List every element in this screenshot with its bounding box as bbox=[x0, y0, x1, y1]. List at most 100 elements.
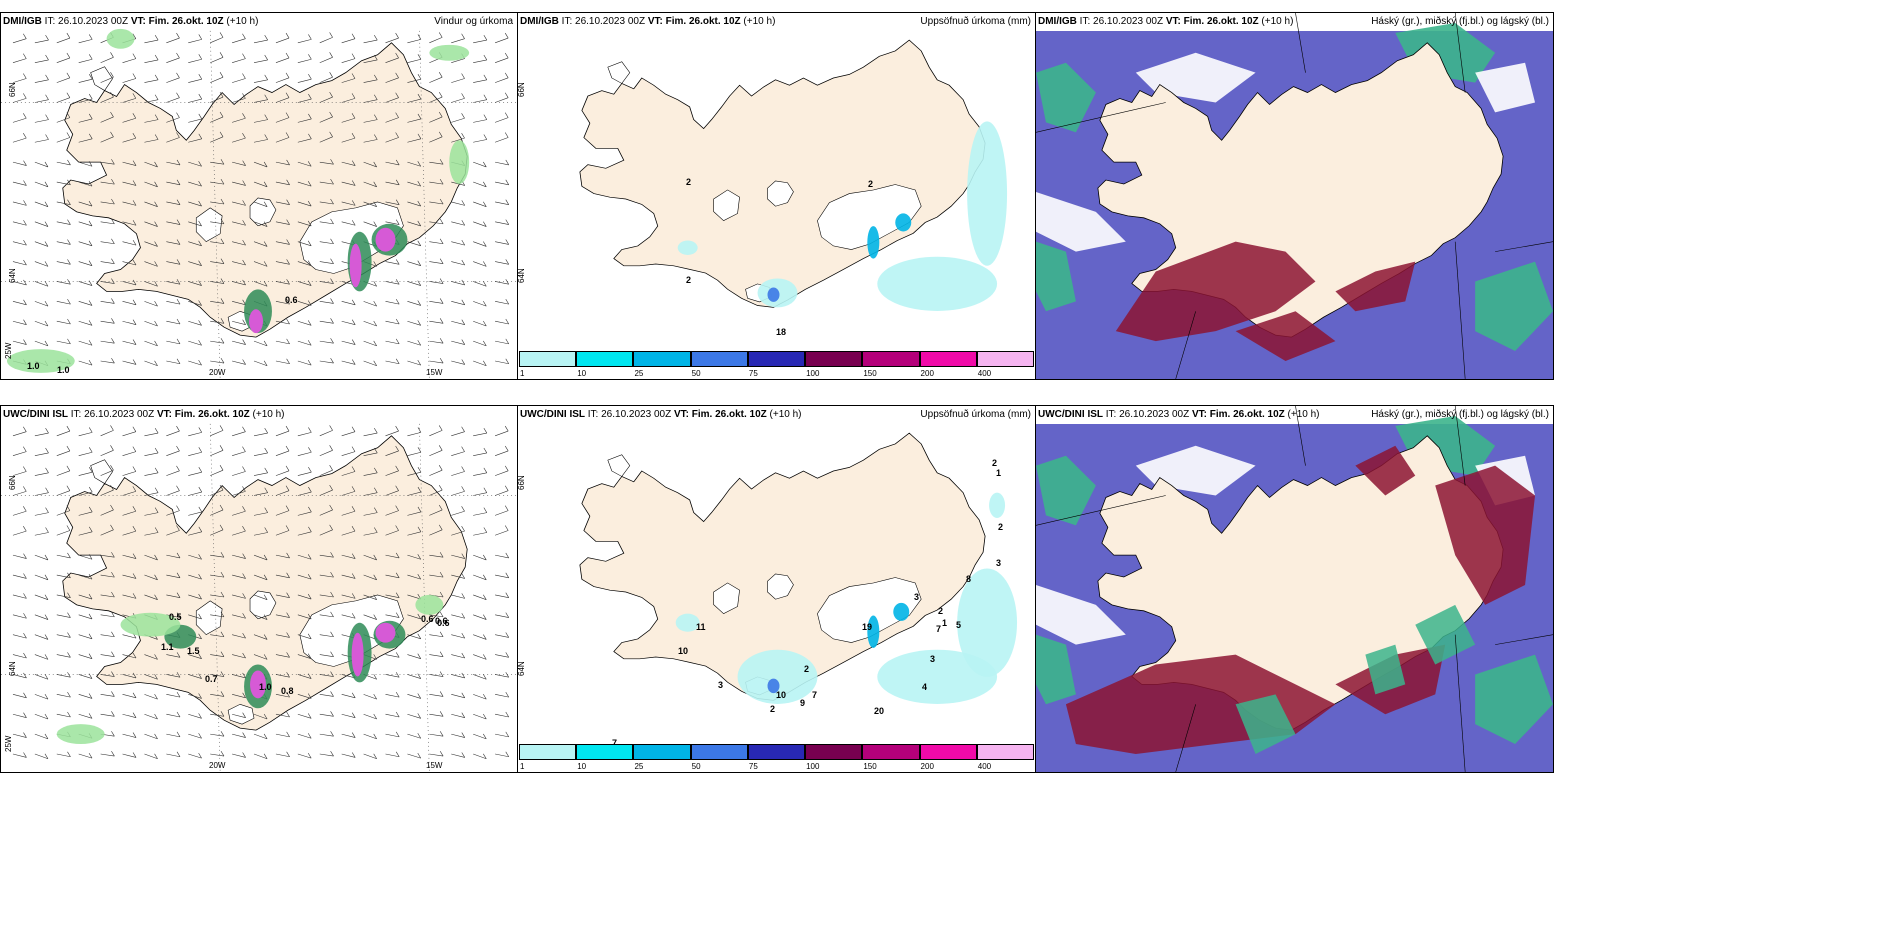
colorbar-tick-label: 75 bbox=[748, 762, 758, 771]
map-panel-uwc-cloud: UWC/DINI ISL IT: 26.10.2023 00Z VT: Fim.… bbox=[1035, 405, 1554, 773]
model-name: UWC/DINI ISL bbox=[3, 409, 68, 420]
glacier-outline bbox=[249, 197, 277, 227]
colorbar-tick-label: 200 bbox=[920, 762, 934, 771]
colorbar-cell bbox=[976, 351, 1034, 367]
value-label: 1.0 bbox=[259, 682, 272, 692]
map-panel-uwc-accum: 66N 64N 2 1 2 3 3 2 5 19 11 10 3 2 10 9 7 7 1 3 4 20 2 7 8 UWC/DI… bbox=[517, 405, 1036, 773]
value-label: 1.0 bbox=[27, 361, 40, 371]
valid-time: VT: Fim. 26.okt. 10Z bbox=[130, 16, 224, 27]
colorbar-tick-label: 25 bbox=[634, 369, 644, 378]
value-label: 2 bbox=[992, 458, 997, 468]
colorbar-tick-label: 150 bbox=[863, 369, 877, 378]
low-cloud-patch bbox=[1335, 261, 1416, 312]
value-label: 0.5 bbox=[169, 612, 182, 622]
colorbar-tick-label: 1 bbox=[520, 762, 525, 771]
lat-label: 64N bbox=[518, 661, 526, 676]
model-name: DMI/IGB bbox=[520, 16, 559, 27]
value-label: 0.6 bbox=[285, 295, 298, 305]
value-label: 10 bbox=[678, 646, 688, 656]
value-label: 4 bbox=[922, 682, 927, 692]
valid-time: VT: Fim. 26.okt. 10Z bbox=[673, 409, 767, 420]
colorbar-cell bbox=[633, 744, 691, 760]
map-layer bbox=[1036, 13, 1553, 379]
gridline bbox=[1036, 495, 1166, 526]
value-label: 2 bbox=[938, 606, 943, 616]
cloud-patch bbox=[1036, 191, 1126, 252]
panel-header: UWC/DINI ISL IT: 26.10.2023 00Z VT: Fim.… bbox=[1038, 409, 1320, 420]
init-time-label: IT: 26.10.2023 00Z bbox=[561, 16, 648, 27]
lat-label: 66N bbox=[518, 475, 526, 490]
heavy-accum-patch bbox=[893, 602, 910, 621]
value-label: 8 bbox=[966, 574, 971, 584]
gridline bbox=[1175, 311, 1196, 379]
valid-time: VT: Fim. 26.okt. 10Z bbox=[1191, 409, 1285, 420]
precip-patch bbox=[106, 28, 135, 49]
accum-patch bbox=[675, 613, 700, 632]
lon-label: 20W bbox=[209, 761, 226, 770]
glacier-outline bbox=[713, 582, 740, 614]
accum-patch bbox=[877, 649, 998, 704]
colorbar: 1 10 25 50 75 100 150 200 400 bbox=[518, 349, 1035, 378]
glacier-outline bbox=[817, 184, 922, 250]
gridline bbox=[1175, 704, 1196, 772]
colorbar-cell bbox=[690, 744, 748, 760]
colorbar-tick-label: 400 bbox=[977, 762, 992, 771]
accum-patch bbox=[989, 492, 1006, 518]
wind-barbs bbox=[12, 32, 510, 367]
glacier-outline bbox=[227, 703, 255, 725]
accum-patch bbox=[967, 121, 1008, 266]
glacier-outline bbox=[767, 573, 794, 600]
colorbar-cell bbox=[576, 744, 634, 760]
gridline bbox=[1495, 241, 1553, 252]
map-layer bbox=[579, 39, 1008, 311]
lead-time: (+10 h) bbox=[1258, 16, 1294, 27]
value-label: 0.6 bbox=[437, 618, 450, 628]
gridline bbox=[1295, 406, 1306, 466]
colorbar-cell bbox=[690, 351, 748, 367]
colorbar-cell bbox=[805, 744, 863, 760]
init-time-label: IT: 26.10.2023 00Z bbox=[44, 16, 131, 27]
lon-label: 25W bbox=[4, 735, 13, 752]
gridline bbox=[1495, 634, 1553, 645]
value-label: 20 bbox=[874, 706, 884, 716]
glacier-outline bbox=[249, 590, 277, 620]
value-label: 11 bbox=[696, 622, 706, 632]
gridline bbox=[1036, 102, 1166, 133]
heavy-accum-patch bbox=[867, 615, 880, 648]
cloud-patch bbox=[1475, 261, 1553, 352]
low-cloud-patch bbox=[1115, 241, 1316, 342]
map-canvas: 20W 15W 66N 64N 25W 0.6 1.0 1.0 bbox=[1, 28, 517, 379]
value-label: 9 bbox=[800, 698, 805, 708]
glacier-outline bbox=[607, 61, 631, 84]
glacier-outline bbox=[90, 459, 113, 484]
valid-time: VT: Fim. 26.okt. 10Z bbox=[1165, 16, 1259, 27]
map-canvas bbox=[1036, 13, 1553, 379]
glacier-outline bbox=[90, 66, 113, 91]
lon-label: 20W bbox=[209, 368, 226, 377]
init-time-label: IT: 26.10.2023 00Z bbox=[70, 409, 157, 420]
high-cloud-patch bbox=[1235, 694, 1296, 754]
panel-title: Uppsöfnuð úrkoma (mm) bbox=[920, 16, 1031, 27]
lon-label: 15W bbox=[426, 368, 443, 377]
valid-time: VT: Fim. 26.okt. 10Z bbox=[156, 409, 250, 420]
value-label: 3 bbox=[914, 592, 919, 602]
cloud-patch bbox=[1036, 241, 1076, 312]
gridline bbox=[1295, 13, 1306, 73]
glacier-outline bbox=[713, 189, 740, 221]
cloud-patch bbox=[1036, 62, 1096, 133]
value-label: 0.6 bbox=[421, 614, 434, 624]
value-label: 0.6 bbox=[435, 616, 448, 626]
colorbar-tick-label: 50 bbox=[691, 762, 701, 771]
gridline bbox=[1454, 634, 1466, 772]
cloud-patch bbox=[1475, 62, 1536, 113]
lead-time: (+10 h) bbox=[740, 16, 776, 27]
model-name: UWC/DINI ISL bbox=[1038, 409, 1103, 420]
colorbar-tick-label: 100 bbox=[806, 762, 820, 771]
heavy-precip-patch bbox=[375, 622, 396, 643]
value-label: 5 bbox=[956, 620, 961, 630]
panel-title: Vindur og úrkoma bbox=[434, 16, 513, 27]
lead-time: (+10 h) bbox=[1284, 409, 1320, 420]
precip-patch bbox=[6, 349, 75, 373]
value-label: 18 bbox=[776, 327, 786, 337]
